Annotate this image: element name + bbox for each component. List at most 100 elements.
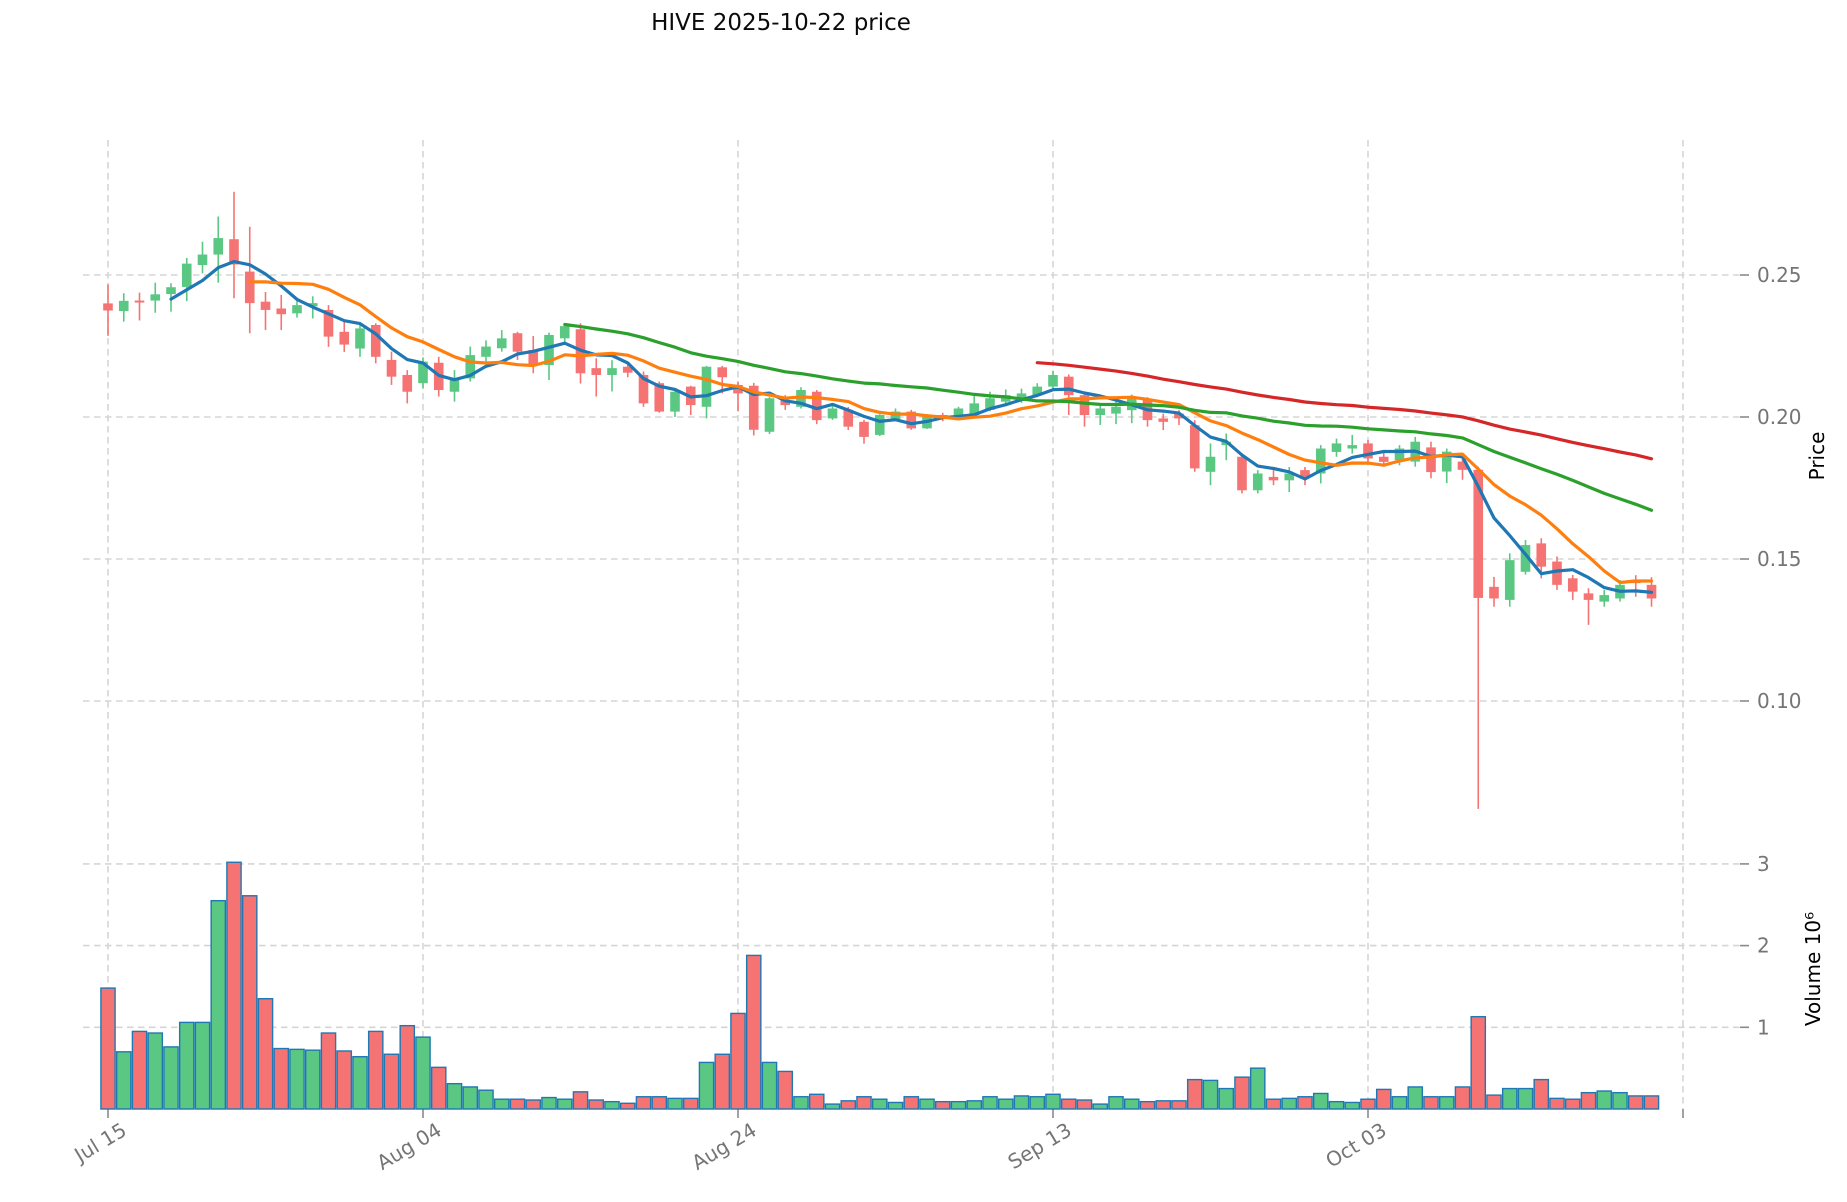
volume-bar: [1438, 1096, 1455, 1110]
volume-tick-label: 1: [1757, 1015, 1770, 1039]
candle-body: [449, 378, 460, 392]
volume-bar: [1470, 1015, 1487, 1110]
volume-bar: [982, 1096, 998, 1110]
candle-body: [260, 301, 271, 310]
candle-body: [1315, 448, 1326, 474]
volume-bar: [1281, 1097, 1298, 1110]
volume-bar: [1580, 1091, 1597, 1110]
candle-body: [1347, 445, 1358, 449]
price-tick-label: 0.15: [1757, 547, 1802, 571]
volume-bar: [934, 1100, 951, 1110]
candle-body: [1394, 448, 1405, 461]
volume-bar: [131, 1030, 148, 1110]
candle-body: [1473, 469, 1484, 598]
volume-bar: [1123, 1098, 1140, 1110]
volume-bar: [226, 861, 242, 1110]
volume-bar: [619, 1102, 636, 1110]
volume-bar: [1596, 1090, 1613, 1110]
volume-bar: [588, 1099, 605, 1110]
candle-body: [213, 238, 224, 255]
candle-body: [496, 338, 507, 349]
volume-bar: [304, 1049, 321, 1110]
volume-bar: [478, 1089, 494, 1110]
candle-body: [985, 398, 995, 410]
volume-bar: [808, 1093, 825, 1110]
volume-bar: [556, 1098, 573, 1110]
volume-bar: [178, 1021, 195, 1110]
volume-bar: [1076, 1099, 1093, 1110]
candle-body: [118, 300, 129, 312]
volume-bar: [1423, 1096, 1439, 1110]
volume-bar: [887, 1101, 904, 1110]
candle-body: [969, 403, 980, 416]
mav-5-line: [169, 260, 1654, 594]
mav-60-line: [1035, 361, 1654, 461]
volume-bar: [856, 1096, 872, 1110]
candle-body: [890, 411, 901, 421]
volume-bar: [635, 1096, 652, 1110]
price-axis-title: Price: [1805, 432, 1829, 481]
price-axis-tick-labels: 0.10 0.15 0.20 0.25: [1757, 263, 1802, 713]
candle-body: [1158, 418, 1169, 422]
volume-bar: [919, 1098, 935, 1110]
candle-body: [638, 374, 649, 404]
candle-body: [276, 308, 287, 315]
volume-axis-title: Volume 10⁶: [1801, 912, 1825, 1026]
candle-body: [1331, 443, 1342, 452]
volume-tick-label: 2: [1757, 934, 1770, 958]
volume-bar: [289, 1048, 305, 1110]
volume-bars: [100, 861, 1660, 1110]
volume-bar: [241, 895, 258, 1110]
candle-body: [607, 368, 617, 375]
chart-title: HIVE 2025-10-22 price: [651, 10, 911, 36]
volume-bar: [1202, 1079, 1219, 1110]
volume-bar: [273, 1047, 290, 1110]
candle-body: [953, 408, 964, 419]
candle-body: [622, 366, 633, 373]
candle-body: [323, 309, 334, 337]
candle-body: [1284, 473, 1295, 481]
volume-bar: [1092, 1103, 1109, 1110]
candle-body: [1426, 447, 1436, 473]
volume-bar: [903, 1096, 920, 1110]
volume-bar: [367, 1030, 384, 1110]
candle-body: [906, 411, 917, 429]
candle-body: [1268, 476, 1279, 481]
volume-bar: [682, 1097, 699, 1110]
volume-bar: [1265, 1098, 1282, 1110]
volume-bar: [1360, 1098, 1376, 1110]
volume-bar: [730, 1012, 746, 1110]
volume-bar: [1375, 1088, 1392, 1110]
candle-body: [292, 305, 302, 314]
candle-body: [528, 349, 539, 366]
volume-bar: [1029, 1096, 1046, 1110]
volume-bar: [509, 1098, 526, 1110]
candle-body: [811, 391, 822, 421]
volume-bar: [462, 1086, 479, 1110]
volume-bar: [777, 1070, 794, 1110]
candle-body: [1583, 593, 1594, 600]
volume-bar: [1155, 1100, 1172, 1110]
volume-bar: [415, 1036, 431, 1110]
candle-body: [670, 391, 680, 412]
volume-bar: [1486, 1094, 1502, 1110]
candle-body: [1095, 408, 1106, 416]
volume-bar: [399, 1024, 416, 1110]
volume-bar: [541, 1096, 557, 1110]
moving-average-lines: [169, 260, 1654, 594]
volume-bar: [1517, 1087, 1534, 1110]
volume-bar: [352, 1056, 368, 1110]
candle-body: [591, 368, 602, 375]
volume-bar: [1171, 1100, 1187, 1110]
volume-bar: [1612, 1091, 1628, 1110]
candle-body: [1552, 561, 1562, 585]
volume-bar: [1218, 1087, 1235, 1110]
candle-body: [1599, 595, 1610, 602]
candle-body: [134, 300, 145, 303]
candle-body: [780, 399, 791, 406]
candle-body: [1063, 376, 1074, 396]
candle-body: [150, 294, 161, 301]
gridlines: [83, 140, 1740, 1109]
